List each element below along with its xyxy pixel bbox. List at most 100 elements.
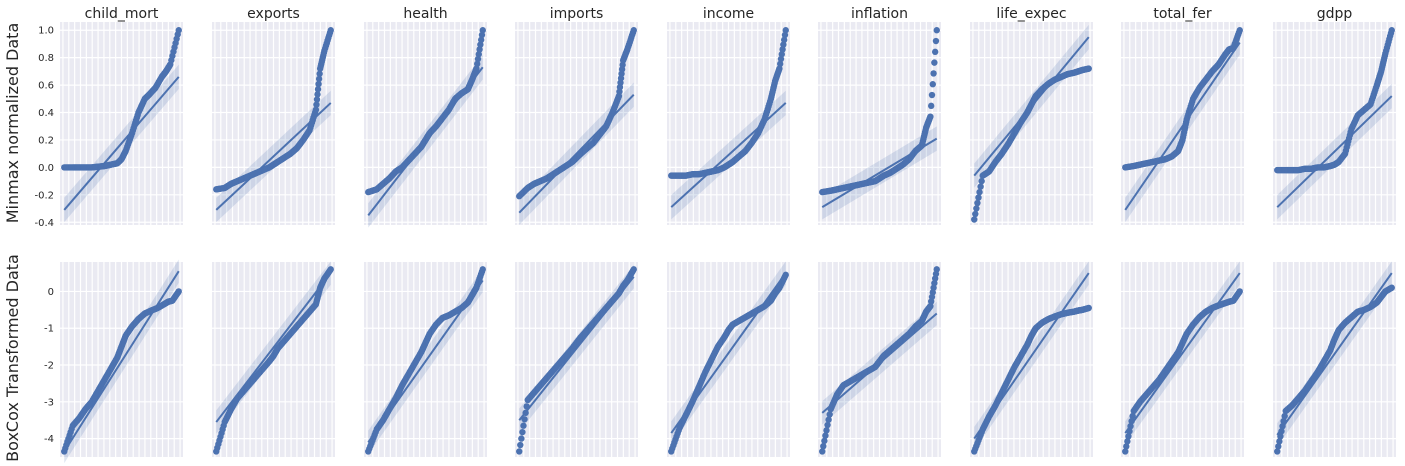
qq-point <box>1236 27 1243 34</box>
qq-point <box>1125 433 1132 440</box>
qq-point <box>477 41 484 48</box>
qq-point <box>824 421 831 429</box>
qq-point <box>1123 443 1130 450</box>
qq-point <box>630 27 637 34</box>
panel-title-child_mort: child_mort <box>85 6 159 22</box>
panel-title-inflation: inflation <box>851 6 908 22</box>
fit-line <box>1276 95 1393 208</box>
qq-point <box>778 51 785 58</box>
qq-point <box>314 86 322 93</box>
qq-point <box>313 96 321 103</box>
qq-point <box>819 448 826 455</box>
qq-point <box>821 437 828 445</box>
qq-point <box>780 36 788 44</box>
qq-point <box>1279 422 1286 430</box>
panel-exports-row-0 <box>212 22 335 225</box>
qq-point <box>933 266 940 273</box>
y-tick-label: -4 <box>44 434 54 445</box>
qq-point <box>327 266 334 273</box>
qq-point <box>1127 422 1134 430</box>
qq-point <box>1281 412 1288 420</box>
qq-point <box>820 442 827 450</box>
qq-point <box>931 59 938 66</box>
fit-line <box>1124 272 1241 434</box>
qq-point <box>312 106 320 113</box>
qq-point <box>1277 433 1284 440</box>
fit-line <box>63 76 180 211</box>
y-tick-label: 0.2 <box>38 135 54 146</box>
qq-point <box>517 441 524 449</box>
qq-point <box>975 194 982 201</box>
qq-point <box>314 91 321 98</box>
qq-point <box>780 41 787 48</box>
panel-income-row-0 <box>667 22 790 225</box>
y-tick-label: -0.2 <box>34 190 54 201</box>
qq-point <box>478 31 486 39</box>
panel-inflation-row-1 <box>818 262 941 457</box>
qq-point <box>932 37 940 45</box>
qq-point <box>973 205 980 212</box>
y-tick-label: 0.6 <box>38 81 54 92</box>
qq-point <box>977 183 984 190</box>
qq-point <box>479 27 486 34</box>
qq-point <box>931 48 939 56</box>
qq-point <box>822 432 829 439</box>
qq-point <box>519 428 526 436</box>
qq-point <box>1124 438 1131 445</box>
panel-life_expec-row-0 <box>970 22 1093 225</box>
qq-point <box>929 81 936 88</box>
qq-point <box>825 416 832 423</box>
qq-point <box>315 80 322 88</box>
panel-income-row-1 <box>667 261 790 457</box>
qq-point <box>1280 417 1287 425</box>
qq-point <box>477 36 485 44</box>
panel-exports-row-1 <box>212 261 335 457</box>
qq-point <box>1122 448 1129 455</box>
qq-point <box>933 27 940 34</box>
y-tick-label: 0.4 <box>38 108 54 119</box>
qq-point <box>782 271 789 279</box>
panel-life_expec-row-1 <box>970 261 1093 457</box>
qq-point <box>978 177 985 185</box>
panel-title-health: health <box>403 6 447 22</box>
y-tick-label: 0.0 <box>38 163 54 174</box>
panel-health-row-0 <box>364 22 487 228</box>
qq-point <box>473 65 480 72</box>
row-0-ylabel: Minmax normalized Data <box>3 23 22 224</box>
qq-point <box>518 435 525 442</box>
qq-point <box>776 65 783 72</box>
panel-title-life_expec: life_expec <box>996 6 1066 22</box>
qq-point <box>1274 448 1281 455</box>
y-tick-label: -2 <box>44 361 54 372</box>
panel-gdpp-row-0 <box>1273 22 1396 225</box>
panel-health-row-1 <box>364 262 487 457</box>
qq-point <box>315 75 323 83</box>
y-tick-label: 1.0 <box>38 26 54 37</box>
qq-point <box>826 411 833 418</box>
y-tick-label: -3 <box>44 397 54 408</box>
panel-title-total_fer: total_fer <box>1153 6 1212 22</box>
qq-point <box>1129 412 1136 420</box>
qq-point <box>930 70 937 77</box>
qq-point <box>928 91 936 99</box>
qq-point <box>520 422 527 429</box>
qq-point <box>777 55 785 63</box>
qq-point <box>927 102 935 110</box>
qq-point <box>175 288 182 295</box>
row-1-ylabel: BoxCox Transformed Data <box>3 254 22 462</box>
panel-title-gdpp: gdpp <box>1317 6 1353 22</box>
qq-point <box>474 55 482 63</box>
qq-point <box>523 403 530 410</box>
panel-imports-row-0 <box>515 22 638 225</box>
panel-total_fer-row-0 <box>1121 22 1244 225</box>
qq-point <box>521 416 528 423</box>
qq-point <box>175 27 182 34</box>
qq-point <box>476 46 483 53</box>
qq-point <box>1126 428 1133 435</box>
qq-point <box>1388 284 1395 291</box>
y-tick-label: -1 <box>44 324 54 335</box>
qq-point <box>479 266 486 273</box>
qq-point <box>313 101 320 108</box>
qq-point <box>327 27 334 34</box>
